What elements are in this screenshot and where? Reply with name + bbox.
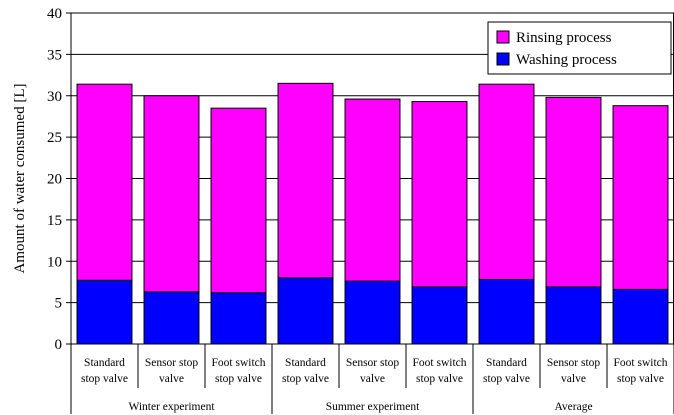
x-group-label: Winter experiment [128,401,215,413]
x-group-label: Average [554,401,592,413]
legend-label: Rinsing process [516,30,612,46]
y-tick-label: 20 [47,172,62,188]
bar-washing-process [76,279,133,345]
x-group-label: Summer experiment [326,401,420,413]
x-category-label: Sensor stop valve [547,357,601,385]
x-category-label: Foot switch stop valve [413,357,467,385]
bar-washing-process [143,291,200,345]
x-category-labels: Standard stop valve Sensor stop valve Foot s… [81,357,668,385]
bar-rinsing-process [411,101,468,288]
bar-washing-process [411,286,468,345]
legend: Rinsing process Washing process [487,21,672,75]
y-tick-label: 5 [55,296,63,312]
legend-swatch-rinsing-process [496,30,510,44]
x-category-label: Sensor stop valve [346,357,400,385]
y-tick-label: 40 [47,6,62,22]
bar-rinsing-process [545,96,602,288]
x-category-label: Standard stop valve [483,357,530,385]
x-category-label: Sensor stop valve [145,357,199,385]
bar-rinsing-process [344,98,401,282]
y-tick-label: 35 [47,47,62,63]
legend-label: Washing process [516,52,617,68]
y-tick-label: 10 [47,254,62,270]
y-tick-label: 15 [47,213,62,229]
legend-box [487,21,672,75]
bars [76,82,669,345]
bar-rinsing-process [478,83,535,280]
bar-washing-process [210,292,267,345]
y-tick-label: 0 [55,337,63,353]
bar-rinsing-process [76,83,133,281]
bar-rinsing-process [143,95,200,293]
bar-washing-process [277,277,334,345]
bar-washing-process [612,288,669,345]
bar-washing-process [478,278,535,345]
legend-swatch-washing-process [496,52,510,66]
y-tick-label: 25 [47,130,62,146]
bar-rinsing-process [210,107,267,294]
x-category-label: Standard stop valve [282,357,329,385]
bar-rinsing-process [612,105,669,290]
y-tick-labels: 0 5 10 15 20 25 30 35 40 [47,6,62,353]
bar-washing-process [545,286,602,345]
y-tick-label: 30 [47,89,62,105]
y-axis-title: Amount of water consumed [L] [12,84,28,274]
bar-rinsing-process [277,82,334,279]
x-category-label: Foot switch stop valve [212,357,266,385]
x-category-label: Foot switch stop valve [614,357,668,385]
x-category-label: Standard stop valve [81,357,128,385]
x-group-labels: Winter experiment Summer experiment Averag… [128,401,592,413]
bar-washing-process [344,280,401,345]
